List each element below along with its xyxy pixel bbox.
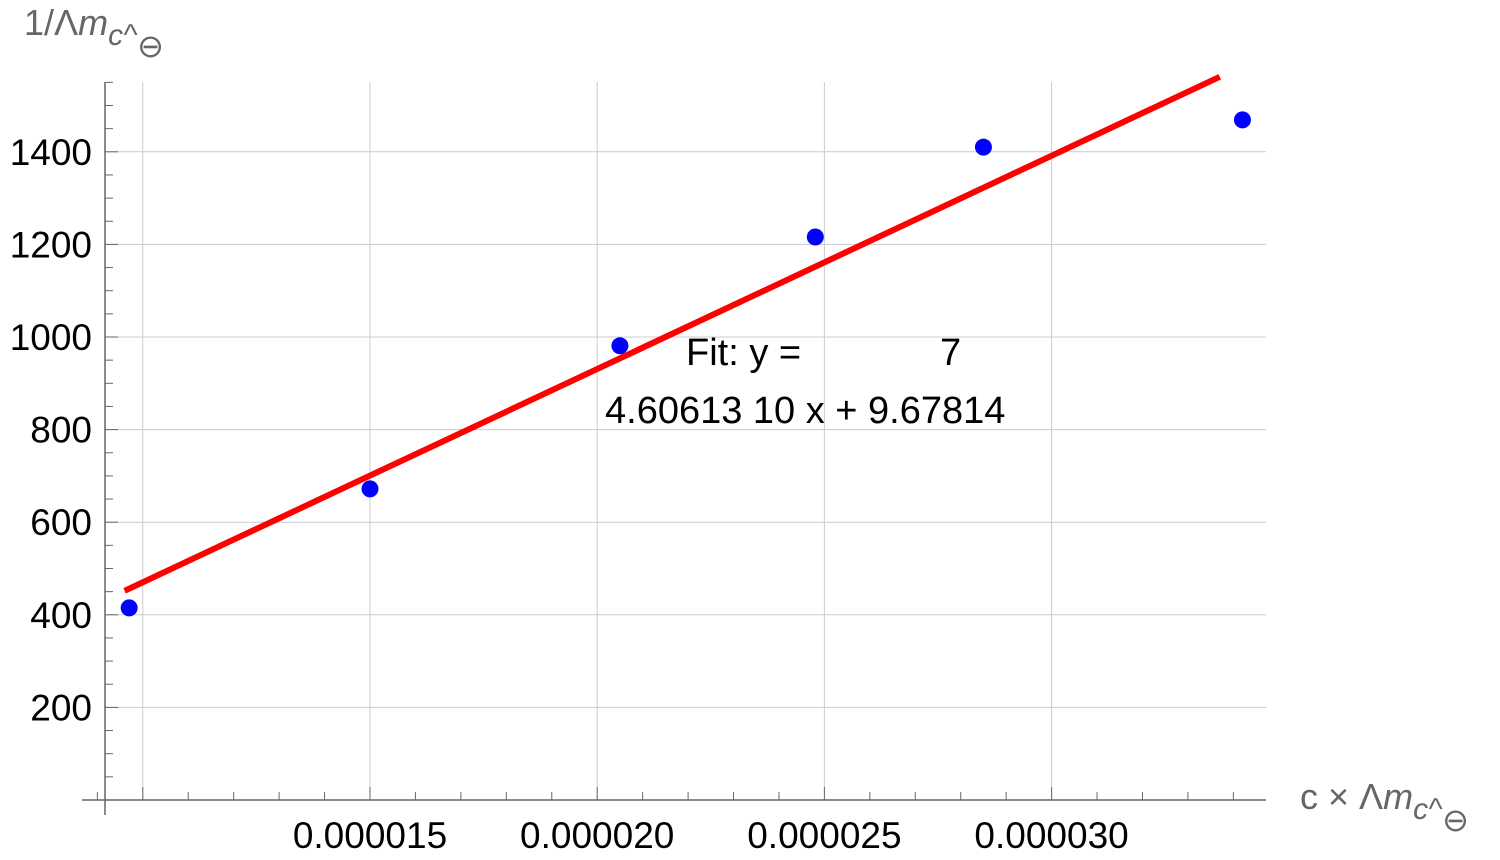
data-point <box>1233 111 1251 129</box>
data-point <box>611 337 629 355</box>
y-tick-label: 200 <box>30 687 92 728</box>
y-axis-label-m: m <box>78 2 109 43</box>
data-point <box>120 599 138 617</box>
data-point <box>806 228 824 246</box>
data-point <box>974 138 992 156</box>
y-tick-label: 600 <box>30 502 92 543</box>
fit-equation-line2: 4.60613 10 x + 9.67814 <box>605 390 1006 432</box>
tick-marks <box>96 81 1234 800</box>
y-tick-label: 1000 <box>10 317 92 358</box>
y-tick-label: 800 <box>30 410 92 451</box>
fit-equation-exponent: 7 <box>940 332 962 374</box>
tick-labels: 0.000015 0.000020 0.000025 0.000030 200 400 60… <box>10 132 1129 856</box>
fit-line <box>123 74 1222 594</box>
x-axis-label-prefix: c × Λ <box>1300 776 1384 817</box>
y-axis-label-sub: c^ <box>108 19 138 52</box>
x-axis-label: c × Λmc^⊖ <box>1300 776 1469 838</box>
y-axis-label: 1/Λmc^⊖ <box>24 2 164 64</box>
data-point <box>361 480 379 498</box>
grid-lines <box>105 82 1266 800</box>
x-axis-label-m: m <box>1383 776 1414 817</box>
fit-equation-line1: Fit: y = <box>686 332 802 374</box>
x-axis-label-standard-symbol: ⊖ <box>1442 802 1469 838</box>
data-points <box>120 111 1251 617</box>
x-tick-label: 0.000020 <box>520 815 674 856</box>
y-tick-label: 400 <box>30 595 92 636</box>
x-tick-label: 0.000015 <box>293 815 447 856</box>
y-axis-label-prefix: 1/Λ <box>24 2 79 43</box>
x-axis-label-sub: c^ <box>1413 793 1443 826</box>
y-tick-label: 1200 <box>10 224 92 265</box>
x-tick-label: 0.000030 <box>974 815 1128 856</box>
x-tick-label: 0.000025 <box>747 815 901 856</box>
y-tick-label: 1400 <box>10 132 92 173</box>
y-axis-label-standard-symbol: ⊖ <box>137 28 164 64</box>
fit-line-segment <box>123 74 1222 594</box>
axes <box>82 82 1266 815</box>
